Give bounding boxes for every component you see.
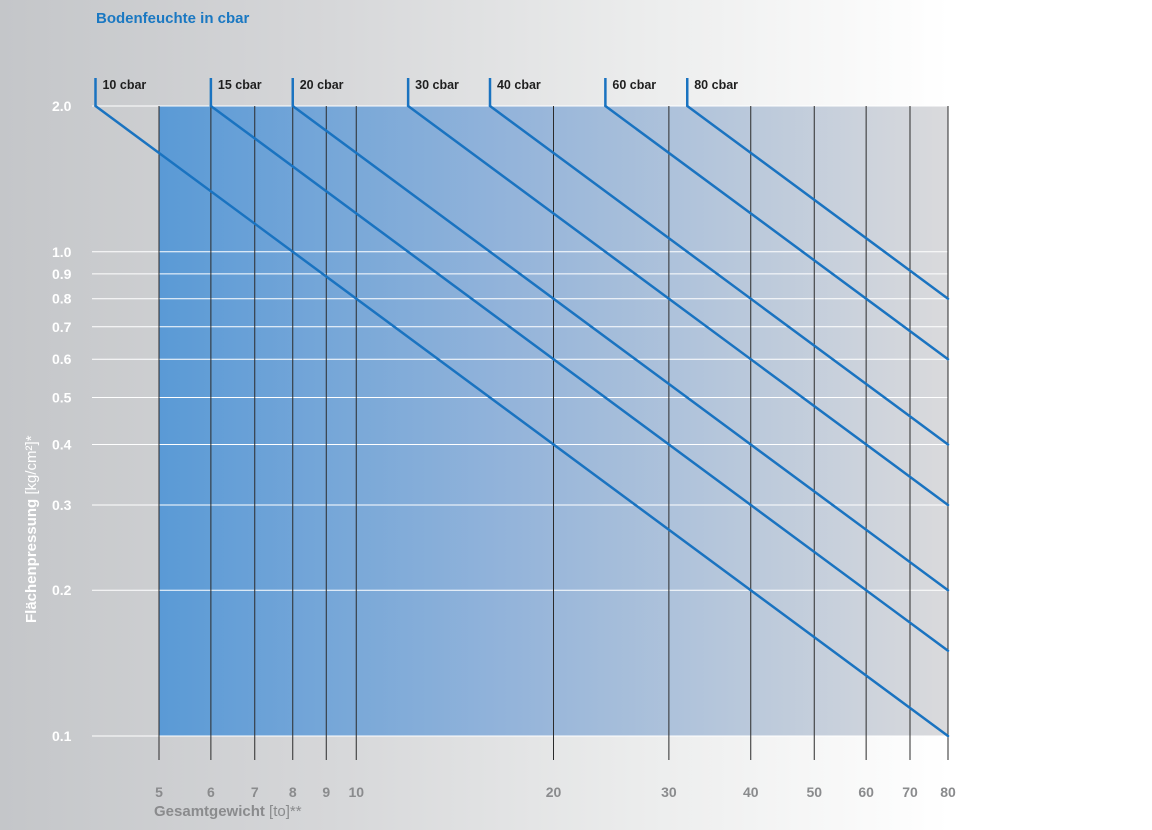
vertical-gridlines: [158, 106, 949, 760]
y-tick-label: 0.1: [52, 728, 72, 744]
series-line: [488, 104, 950, 446]
series-label: 30 cbar: [415, 78, 459, 92]
x-tick-label: 9: [322, 784, 330, 800]
x-tick-label: 30: [661, 784, 677, 800]
series-line: [209, 104, 950, 652]
series-line: [94, 104, 950, 738]
y-tick-label: 0.6: [52, 351, 72, 367]
y-tick-labels: 2.0 1.0 0.9 0.8 0.7 0.6 0.5 0.4 0.3 0.2 0.1: [52, 98, 72, 744]
chart-title: Bodenfeuchte in cbar: [96, 10, 250, 27]
horizontal-gridlines: [92, 105, 948, 737]
x-tick-labels: 5 6 7 8 9 10 20 30 40 50 60 70 80: [155, 784, 956, 800]
series-line: [685, 104, 950, 300]
y-tick-label: 2.0: [52, 98, 72, 114]
y-tick-label: 0.2: [52, 582, 72, 598]
y-tick-label: 0.4: [52, 436, 72, 452]
x-tick-label: 8: [289, 784, 297, 800]
series-label: 20 cbar: [300, 78, 344, 92]
x-tick-label: 60: [858, 784, 874, 800]
y-axis-label-main: Flächenpressung: [23, 498, 40, 623]
x-tick-label: 70: [902, 784, 918, 800]
x-tick-label: 50: [806, 784, 822, 800]
x-tick-label: 10: [348, 784, 364, 800]
x-axis-label: Gesamtgewicht [to]**: [154, 803, 302, 820]
x-tick-label: 5: [155, 784, 163, 800]
y-axis-label: Flächenpressung [kg/cm²]*: [23, 435, 40, 623]
y-tick-label: 0.7: [52, 319, 72, 335]
series-line: [406, 104, 950, 507]
y-axis-label-unit: [kg/cm²]*: [23, 435, 40, 495]
x-axis-label-unit: [to]**: [269, 803, 302, 820]
x-tick-label: 40: [743, 784, 759, 800]
y-tick-label: 0.9: [52, 266, 72, 282]
y-tick-label: 1.0: [52, 244, 72, 260]
series-label: 10 cbar: [102, 78, 146, 92]
x-tick-label: 80: [940, 784, 956, 800]
y-tick-label: 0.5: [52, 390, 72, 406]
y-tick-label: 0.8: [52, 291, 72, 307]
series-label: 80 cbar: [694, 78, 738, 92]
x-tick-label: 7: [251, 784, 259, 800]
series-label: 15 cbar: [218, 78, 262, 92]
series-line: [291, 104, 950, 592]
series-lines: [94, 78, 950, 738]
series-labels: 10 cbar 15 cbar 20 cbar 30 cbar 40 cbar 60 cb…: [102, 78, 738, 92]
series-label: 40 cbar: [497, 78, 541, 92]
series-label: 60 cbar: [612, 78, 656, 92]
x-tick-label: 6: [207, 784, 215, 800]
x-tick-label: 20: [546, 784, 562, 800]
x-axis-label-main: Gesamtgewicht: [154, 803, 265, 820]
series-line: [604, 104, 950, 361]
y-tick-label: 0.3: [52, 497, 72, 513]
